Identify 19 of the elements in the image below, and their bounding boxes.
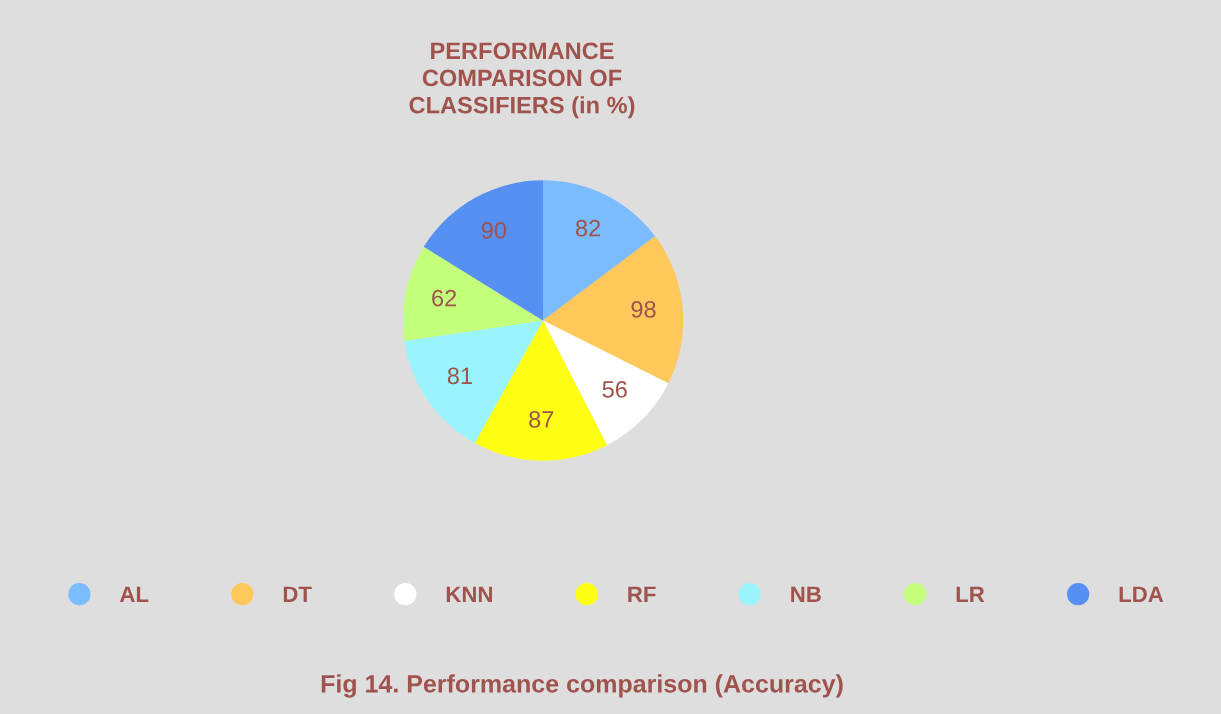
data-label: 81 [447,367,472,385]
data-label: 62 [432,289,457,307]
data-label: 98 [631,301,656,318]
legend-label: DT [283,586,312,602]
caption: Fig 14. Performance comparison (Accuracy) [321,674,843,698]
legend-label: RF [628,586,656,602]
legend-label: AL [119,586,149,602]
data-label: 90 [481,221,507,239]
data-label: 56 [602,381,627,398]
legend-label: NB [791,586,821,602]
data-label: 82 [575,219,601,237]
chart-title: PERFORMANCE COMPARISON OF CLASSIFIERS (in %) [409,42,635,119]
legend-label: LDA [1119,586,1164,602]
data-label: 87 [529,411,554,428]
legend-label: KNN [446,586,492,602]
legend-label: LR [956,586,985,602]
pie-slice [542,180,656,321]
pie-slice [423,180,543,321]
pie-slice [402,246,543,342]
